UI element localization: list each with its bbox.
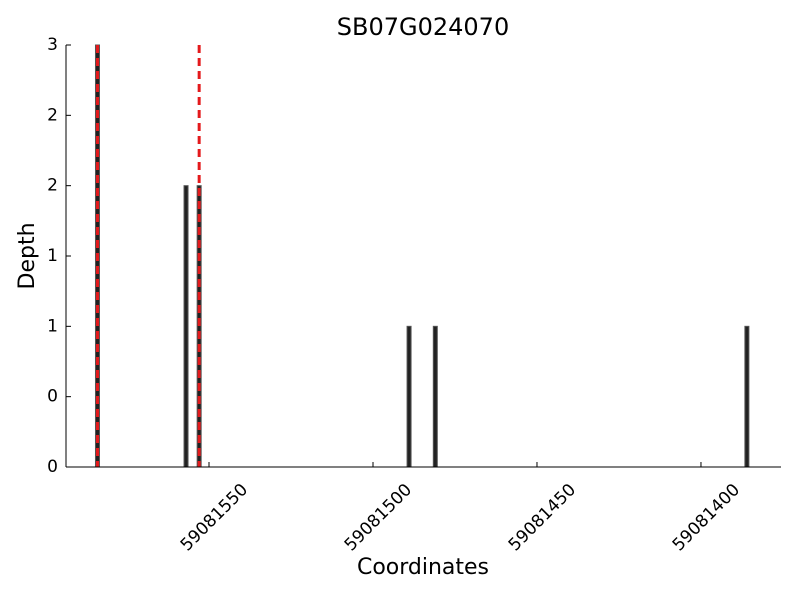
y-tick-label: 2: [47, 105, 58, 125]
bar: [406, 325, 412, 468]
chart-title: SB07G024070: [337, 13, 509, 41]
y-tick-label: 0: [47, 387, 58, 407]
x-tick-label: 59081500: [341, 480, 416, 555]
bar: [744, 325, 750, 468]
bar: [183, 185, 189, 468]
y-tick-label: 0: [47, 457, 58, 477]
x-tick-label: 59081450: [505, 480, 580, 555]
x-tick-label: 59081550: [177, 480, 252, 555]
y-tick-label: 3: [47, 35, 58, 55]
y-tick-label: 2: [47, 176, 58, 196]
y-tick-label: 1: [47, 316, 58, 336]
x-tick-label: 59081400: [669, 480, 744, 555]
y-tick-label: 1: [47, 246, 58, 266]
y-axis-label: Depth: [15, 222, 40, 289]
x-axis-label: Coordinates: [357, 555, 489, 580]
bar: [432, 325, 438, 468]
